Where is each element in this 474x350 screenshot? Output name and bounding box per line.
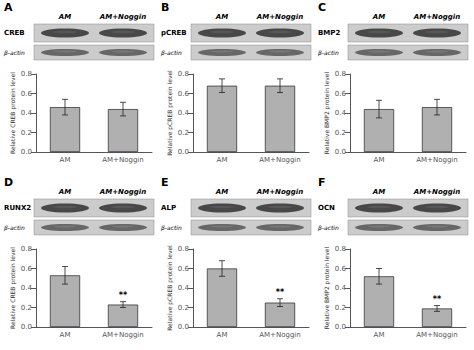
svg-text:β-actin: β-actin	[4, 224, 25, 232]
svg-text:0.8: 0.8	[178, 245, 189, 253]
svg-text:AM+Noggin: AM+Noggin	[416, 331, 457, 339]
svg-text:0.8: 0.8	[178, 70, 189, 78]
svg-text:AM+Noggin: AM+Noggin	[259, 331, 300, 339]
svg-text:C: C	[318, 1, 326, 14]
svg-text:E: E	[161, 176, 169, 189]
svg-text:**: **	[433, 295, 442, 304]
svg-text:AM+Noggin: AM+Noggin	[102, 331, 143, 339]
svg-text:AM+Noggin: AM+Noggin	[413, 188, 460, 196]
svg-text:β-actin: β-actin	[318, 49, 339, 57]
svg-text:0.4: 0.4	[178, 284, 190, 292]
svg-text:0.2: 0.2	[21, 129, 32, 137]
svg-text:BMP2: BMP2	[318, 29, 340, 37]
svg-text:0.0: 0.0	[335, 323, 346, 331]
svg-text:AM: AM	[217, 331, 228, 339]
svg-text:0.6: 0.6	[178, 90, 190, 98]
svg-text:AM+Noggin: AM+Noggin	[99, 13, 146, 21]
svg-text:pCREB: pCREB	[161, 29, 187, 37]
svg-text:0.4: 0.4	[335, 284, 347, 292]
svg-text:0.4: 0.4	[21, 284, 33, 292]
svg-text:0.4: 0.4	[21, 109, 33, 117]
svg-text:AM: AM	[372, 188, 385, 196]
svg-text:A: A	[4, 1, 13, 14]
svg-text:AM: AM	[372, 13, 385, 21]
svg-text:**: **	[119, 291, 128, 300]
svg-text:β-actin: β-actin	[161, 224, 182, 232]
svg-text:Relative CREB protein level: Relative CREB protein level	[9, 247, 17, 329]
svg-text:AM: AM	[374, 156, 385, 164]
svg-text:AM+Noggin: AM+Noggin	[259, 156, 300, 164]
svg-text:0.4: 0.4	[335, 109, 347, 117]
svg-text:0.4: 0.4	[178, 109, 190, 117]
svg-text:AM+Noggin: AM+Noggin	[99, 188, 146, 196]
svg-text:0.0: 0.0	[335, 148, 346, 156]
svg-text:Relative BMP2 protein level: Relative BMP2 protein level	[323, 247, 331, 330]
svg-text:AM: AM	[60, 331, 71, 339]
svg-text:0.8: 0.8	[21, 245, 32, 253]
svg-text:β-actin: β-actin	[161, 49, 182, 57]
svg-text:Relative BMP2 protein level: Relative BMP2 protein level	[323, 72, 331, 155]
svg-text:0.2: 0.2	[21, 304, 32, 312]
svg-text:0.6: 0.6	[21, 90, 33, 98]
svg-text:0.6: 0.6	[335, 265, 347, 273]
svg-text:OCN: OCN	[318, 204, 335, 212]
svg-text:0.0: 0.0	[21, 323, 32, 331]
svg-text:0.0: 0.0	[21, 148, 32, 156]
svg-text:0.6: 0.6	[335, 90, 347, 98]
svg-text:Relative pCREB protein level: Relative pCREB protein level	[166, 70, 174, 156]
svg-text:AM+Noggin: AM+Noggin	[102, 156, 143, 164]
svg-text:0.2: 0.2	[178, 129, 189, 137]
svg-text:AM: AM	[60, 156, 71, 164]
svg-text:**: **	[276, 288, 285, 297]
svg-text:AM+Noggin: AM+Noggin	[416, 156, 457, 164]
svg-text:β-actin: β-actin	[318, 224, 339, 232]
svg-text:AM+Noggin: AM+Noggin	[256, 188, 303, 196]
svg-text:AM+Noggin: AM+Noggin	[413, 13, 460, 21]
svg-text:0.0: 0.0	[178, 323, 189, 331]
svg-text:0.8: 0.8	[335, 245, 346, 253]
svg-text:0.2: 0.2	[335, 129, 346, 137]
svg-text:AM: AM	[58, 13, 71, 21]
svg-text:AM: AM	[217, 156, 228, 164]
svg-text:0.8: 0.8	[335, 70, 346, 78]
svg-text:D: D	[4, 176, 13, 189]
svg-text:AM: AM	[374, 331, 385, 339]
svg-text:0.0: 0.0	[178, 148, 189, 156]
svg-text:0.2: 0.2	[335, 304, 346, 312]
svg-text:0.6: 0.6	[21, 265, 33, 273]
svg-text:AM: AM	[215, 13, 228, 21]
svg-text:AM: AM	[215, 188, 228, 196]
svg-text:0.2: 0.2	[178, 304, 189, 312]
svg-text:AM+Noggin: AM+Noggin	[256, 13, 303, 21]
svg-text:B: B	[161, 1, 169, 14]
svg-text:RUNX2: RUNX2	[4, 204, 31, 212]
svg-text:β-actin: β-actin	[4, 49, 25, 57]
svg-text:Relative pCREB protein level: Relative pCREB protein level	[166, 245, 174, 331]
svg-text:0.8: 0.8	[21, 70, 32, 78]
svg-text:CREB: CREB	[4, 29, 25, 37]
svg-text:0.6: 0.6	[178, 265, 190, 273]
svg-text:ALP: ALP	[161, 204, 176, 212]
svg-text:Relative CREB protein level: Relative CREB protein level	[9, 72, 17, 154]
svg-text:AM: AM	[58, 188, 71, 196]
svg-text:F: F	[318, 176, 326, 189]
